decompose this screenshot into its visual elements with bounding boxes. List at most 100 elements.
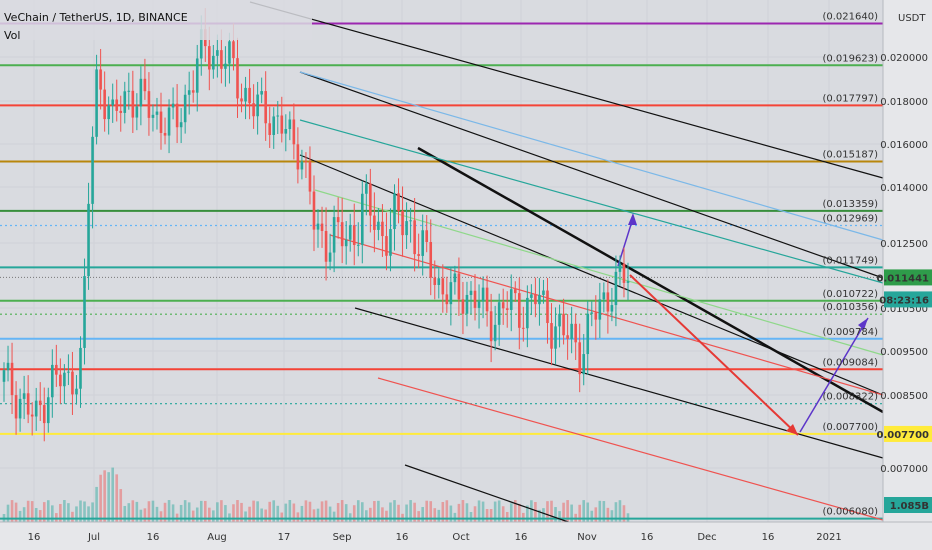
candle-body[interactable] — [135, 106, 139, 118]
candle-body[interactable] — [14, 395, 18, 419]
candle-body[interactable] — [489, 311, 493, 342]
candle-body[interactable] — [51, 364, 54, 398]
candle-body[interactable] — [163, 132, 167, 136]
candle-body[interactable] — [526, 297, 529, 329]
candle-body[interactable] — [469, 290, 473, 295]
candle-body[interactable] — [602, 292, 606, 300]
candle-body[interactable] — [292, 119, 296, 145]
candle-body[interactable] — [131, 90, 135, 118]
candle-body[interactable] — [143, 78, 147, 92]
candle-body[interactable] — [582, 354, 586, 375]
candle-body[interactable] — [465, 294, 469, 314]
candle-body[interactable] — [610, 305, 614, 312]
candle-body[interactable] — [433, 277, 437, 285]
candle-body[interactable] — [175, 103, 179, 128]
candle-body[interactable] — [401, 210, 404, 236]
candle-body[interactable] — [240, 98, 243, 102]
candle-body[interactable] — [71, 371, 74, 395]
candle-body[interactable] — [513, 289, 517, 294]
candle-body[interactable] — [316, 223, 320, 230]
time-axis[interactable] — [0, 521, 932, 550]
candle-body[interactable] — [542, 290, 545, 295]
candle-body[interactable] — [272, 116, 276, 135]
candle-body[interactable] — [75, 388, 78, 395]
candle-body[interactable] — [409, 220, 412, 222]
candle-body[interactable] — [127, 90, 131, 92]
candle-body[interactable] — [328, 252, 332, 262]
candle-body[interactable] — [139, 78, 143, 107]
candle-body[interactable] — [212, 55, 215, 70]
candle-body[interactable] — [34, 400, 38, 417]
candle-body[interactable] — [558, 313, 561, 327]
candle-body[interactable] — [485, 287, 489, 312]
candle-body[interactable] — [618, 263, 622, 272]
candle-body[interactable] — [505, 308, 509, 310]
candle-layer[interactable] — [2, 8, 630, 442]
candle-body[interactable] — [421, 230, 424, 256]
candle-body[interactable] — [530, 294, 533, 298]
candle-body[interactable] — [268, 123, 272, 135]
candle-body[interactable] — [413, 220, 416, 255]
candle-body[interactable] — [518, 293, 521, 328]
candle-body[interactable] — [288, 119, 292, 130]
candle-body[interactable] — [300, 161, 304, 170]
candle-body[interactable] — [369, 183, 372, 216]
candle-body[interactable] — [594, 312, 598, 320]
candle-body[interactable] — [509, 289, 513, 310]
candle-body[interactable] — [155, 111, 159, 115]
candle-body[interactable] — [195, 58, 199, 93]
candle-body[interactable] — [18, 398, 22, 419]
candle-body[interactable] — [538, 294, 541, 305]
candle-body[interactable] — [381, 221, 384, 237]
candle-body[interactable] — [622, 263, 626, 283]
candle-body[interactable] — [63, 372, 66, 387]
candle-body[interactable] — [284, 129, 288, 134]
candle-body[interactable] — [111, 99, 114, 106]
candle-body[interactable] — [220, 50, 223, 69]
candle-body[interactable] — [167, 107, 171, 136]
candle-body[interactable] — [208, 46, 211, 70]
candle-body[interactable] — [546, 290, 549, 324]
candle-body[interactable] — [554, 326, 557, 349]
candle-body[interactable] — [232, 41, 235, 59]
candle-body[interactable] — [183, 94, 187, 123]
candle-body[interactable] — [224, 63, 227, 69]
candle-body[interactable] — [123, 91, 127, 113]
candle-body[interactable] — [264, 91, 267, 124]
candle-body[interactable] — [179, 122, 183, 128]
candle-body[interactable] — [352, 225, 356, 245]
candle-body[interactable] — [252, 103, 255, 117]
candle-body[interactable] — [570, 323, 573, 339]
candle-body[interactable] — [171, 103, 175, 108]
candle-body[interactable] — [574, 323, 577, 343]
candle-body[interactable] — [6, 362, 10, 371]
candle-body[interactable] — [417, 254, 420, 256]
candle-body[interactable] — [95, 69, 98, 137]
candle-body[interactable] — [320, 223, 324, 231]
candle-body[interactable] — [481, 287, 485, 302]
candle-body[interactable] — [256, 94, 259, 117]
candle-body[interactable] — [449, 282, 453, 305]
candle-body[interactable] — [244, 87, 247, 102]
candle-body[interactable] — [393, 193, 396, 230]
candle-body[interactable] — [276, 115, 280, 117]
candle-body[interactable] — [473, 290, 477, 308]
candle-body[interactable] — [606, 292, 610, 312]
candle-body[interactable] — [99, 69, 102, 90]
candle-body[interactable] — [308, 161, 312, 192]
candle-body[interactable] — [397, 193, 400, 211]
candle-body[interactable] — [216, 50, 219, 56]
candle-body[interactable] — [360, 193, 364, 245]
candle-body[interactable] — [87, 203, 90, 277]
candle-body[interactable] — [42, 405, 46, 424]
candle-body[interactable] — [91, 136, 94, 204]
candle-body[interactable] — [312, 191, 316, 230]
candle-body[interactable] — [348, 225, 352, 240]
candle-body[interactable] — [550, 323, 553, 349]
candle-body[interactable] — [107, 105, 110, 120]
candle-body[interactable] — [566, 335, 569, 339]
candle-body[interactable] — [55, 364, 58, 375]
candle-body[interactable] — [614, 271, 618, 306]
candle-body[interactable] — [10, 362, 14, 396]
candle-body[interactable] — [30, 414, 34, 417]
